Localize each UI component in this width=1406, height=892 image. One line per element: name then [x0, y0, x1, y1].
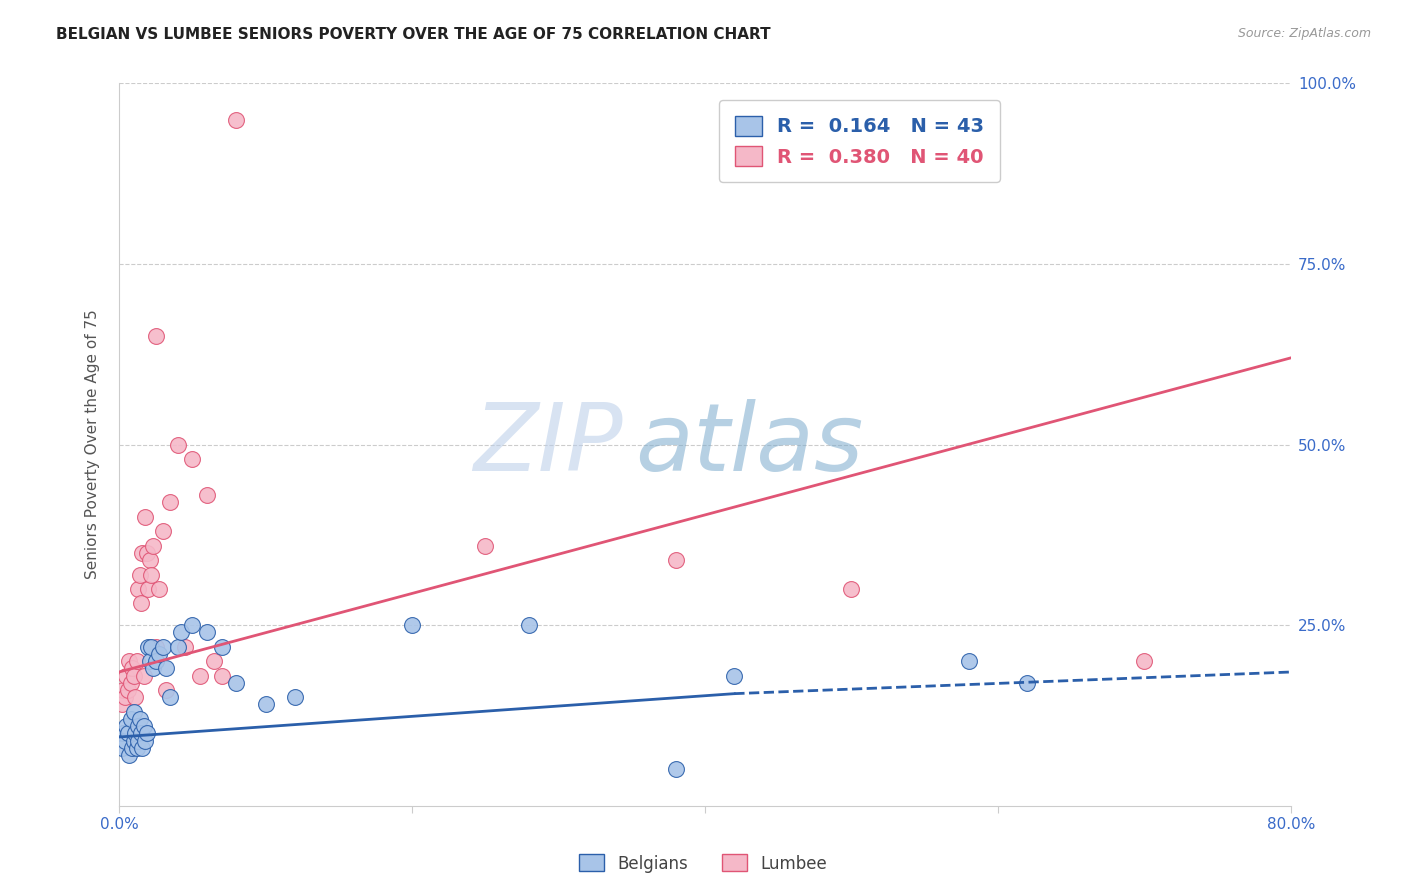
Point [195, 625, 218, 640]
Point [148, 582, 170, 596]
Point [115, 719, 138, 733]
Point [284, 690, 307, 705]
Point [118, 747, 141, 762]
Point [254, 698, 277, 712]
Point [166, 640, 188, 654]
Point [142, 661, 165, 675]
Y-axis label: Seniors Poverty Over the Age of 75: Seniors Poverty Over the Age of 75 [86, 310, 100, 580]
Point [181, 452, 204, 467]
Point [195, 488, 218, 502]
Point [841, 582, 863, 596]
Point [474, 539, 496, 553]
Point [121, 661, 143, 675]
Point [125, 740, 148, 755]
Point [211, 640, 233, 654]
Point [139, 553, 162, 567]
Point [225, 112, 247, 127]
Point [131, 740, 153, 755]
Point [115, 668, 138, 682]
Point [131, 546, 153, 560]
Point [122, 705, 145, 719]
Point [127, 582, 149, 596]
Point [155, 683, 177, 698]
Point [134, 733, 156, 747]
Point [122, 668, 145, 682]
Point [118, 654, 141, 668]
Point [129, 726, 152, 740]
Point [155, 661, 177, 675]
Point [124, 726, 146, 740]
Text: BELGIAN VS LUMBEE SENIORS POVERTY OVER THE AGE OF 75 CORRELATION CHART: BELGIAN VS LUMBEE SENIORS POVERTY OVER T… [56, 27, 770, 42]
Point [135, 726, 157, 740]
Point [134, 509, 156, 524]
Text: atlas: atlas [634, 399, 863, 490]
Point [159, 495, 181, 509]
Point [225, 676, 247, 690]
Legend: Belgians, Lumbee: Belgians, Lumbee [572, 847, 834, 880]
Point [517, 618, 540, 632]
Point [128, 712, 150, 726]
Point [124, 690, 146, 705]
Point [127, 719, 149, 733]
Point [1133, 654, 1156, 668]
Point [112, 726, 135, 740]
Point [145, 640, 167, 654]
Point [114, 733, 136, 747]
Point [145, 329, 167, 343]
Point [120, 712, 142, 726]
Text: ZIP: ZIP [474, 399, 623, 490]
Point [129, 596, 152, 610]
Point [141, 640, 163, 654]
Point [139, 654, 162, 668]
Point [125, 654, 148, 668]
Point [117, 726, 139, 740]
Point [957, 654, 980, 668]
Point [120, 676, 142, 690]
Point [111, 698, 134, 712]
Point [152, 524, 174, 538]
Point [138, 640, 160, 654]
Point [169, 625, 191, 640]
Point [138, 582, 160, 596]
Point [401, 618, 423, 632]
Point [121, 740, 143, 755]
Point [141, 567, 163, 582]
Point [181, 618, 204, 632]
Point [122, 733, 145, 747]
Point [117, 683, 139, 698]
Point [127, 733, 149, 747]
Point [188, 668, 211, 682]
Point [132, 719, 155, 733]
Point [142, 539, 165, 553]
Point [135, 546, 157, 560]
Point [174, 640, 197, 654]
Text: Source: ZipAtlas.com: Source: ZipAtlas.com [1237, 27, 1371, 40]
Point [145, 654, 167, 668]
Point [1017, 676, 1039, 690]
Point [112, 683, 135, 698]
Point [152, 640, 174, 654]
Point [211, 668, 233, 682]
Point [111, 740, 134, 755]
Point [128, 567, 150, 582]
Point [665, 763, 688, 777]
Point [159, 690, 181, 705]
Legend: R =  0.164   N = 43, R =  0.380   N = 40: R = 0.164 N = 43, R = 0.380 N = 40 [718, 101, 1000, 182]
Point [665, 553, 688, 567]
Point [148, 647, 170, 661]
Point [132, 668, 155, 682]
Point [114, 690, 136, 705]
Point [723, 668, 745, 682]
Point [202, 654, 225, 668]
Point [166, 437, 188, 451]
